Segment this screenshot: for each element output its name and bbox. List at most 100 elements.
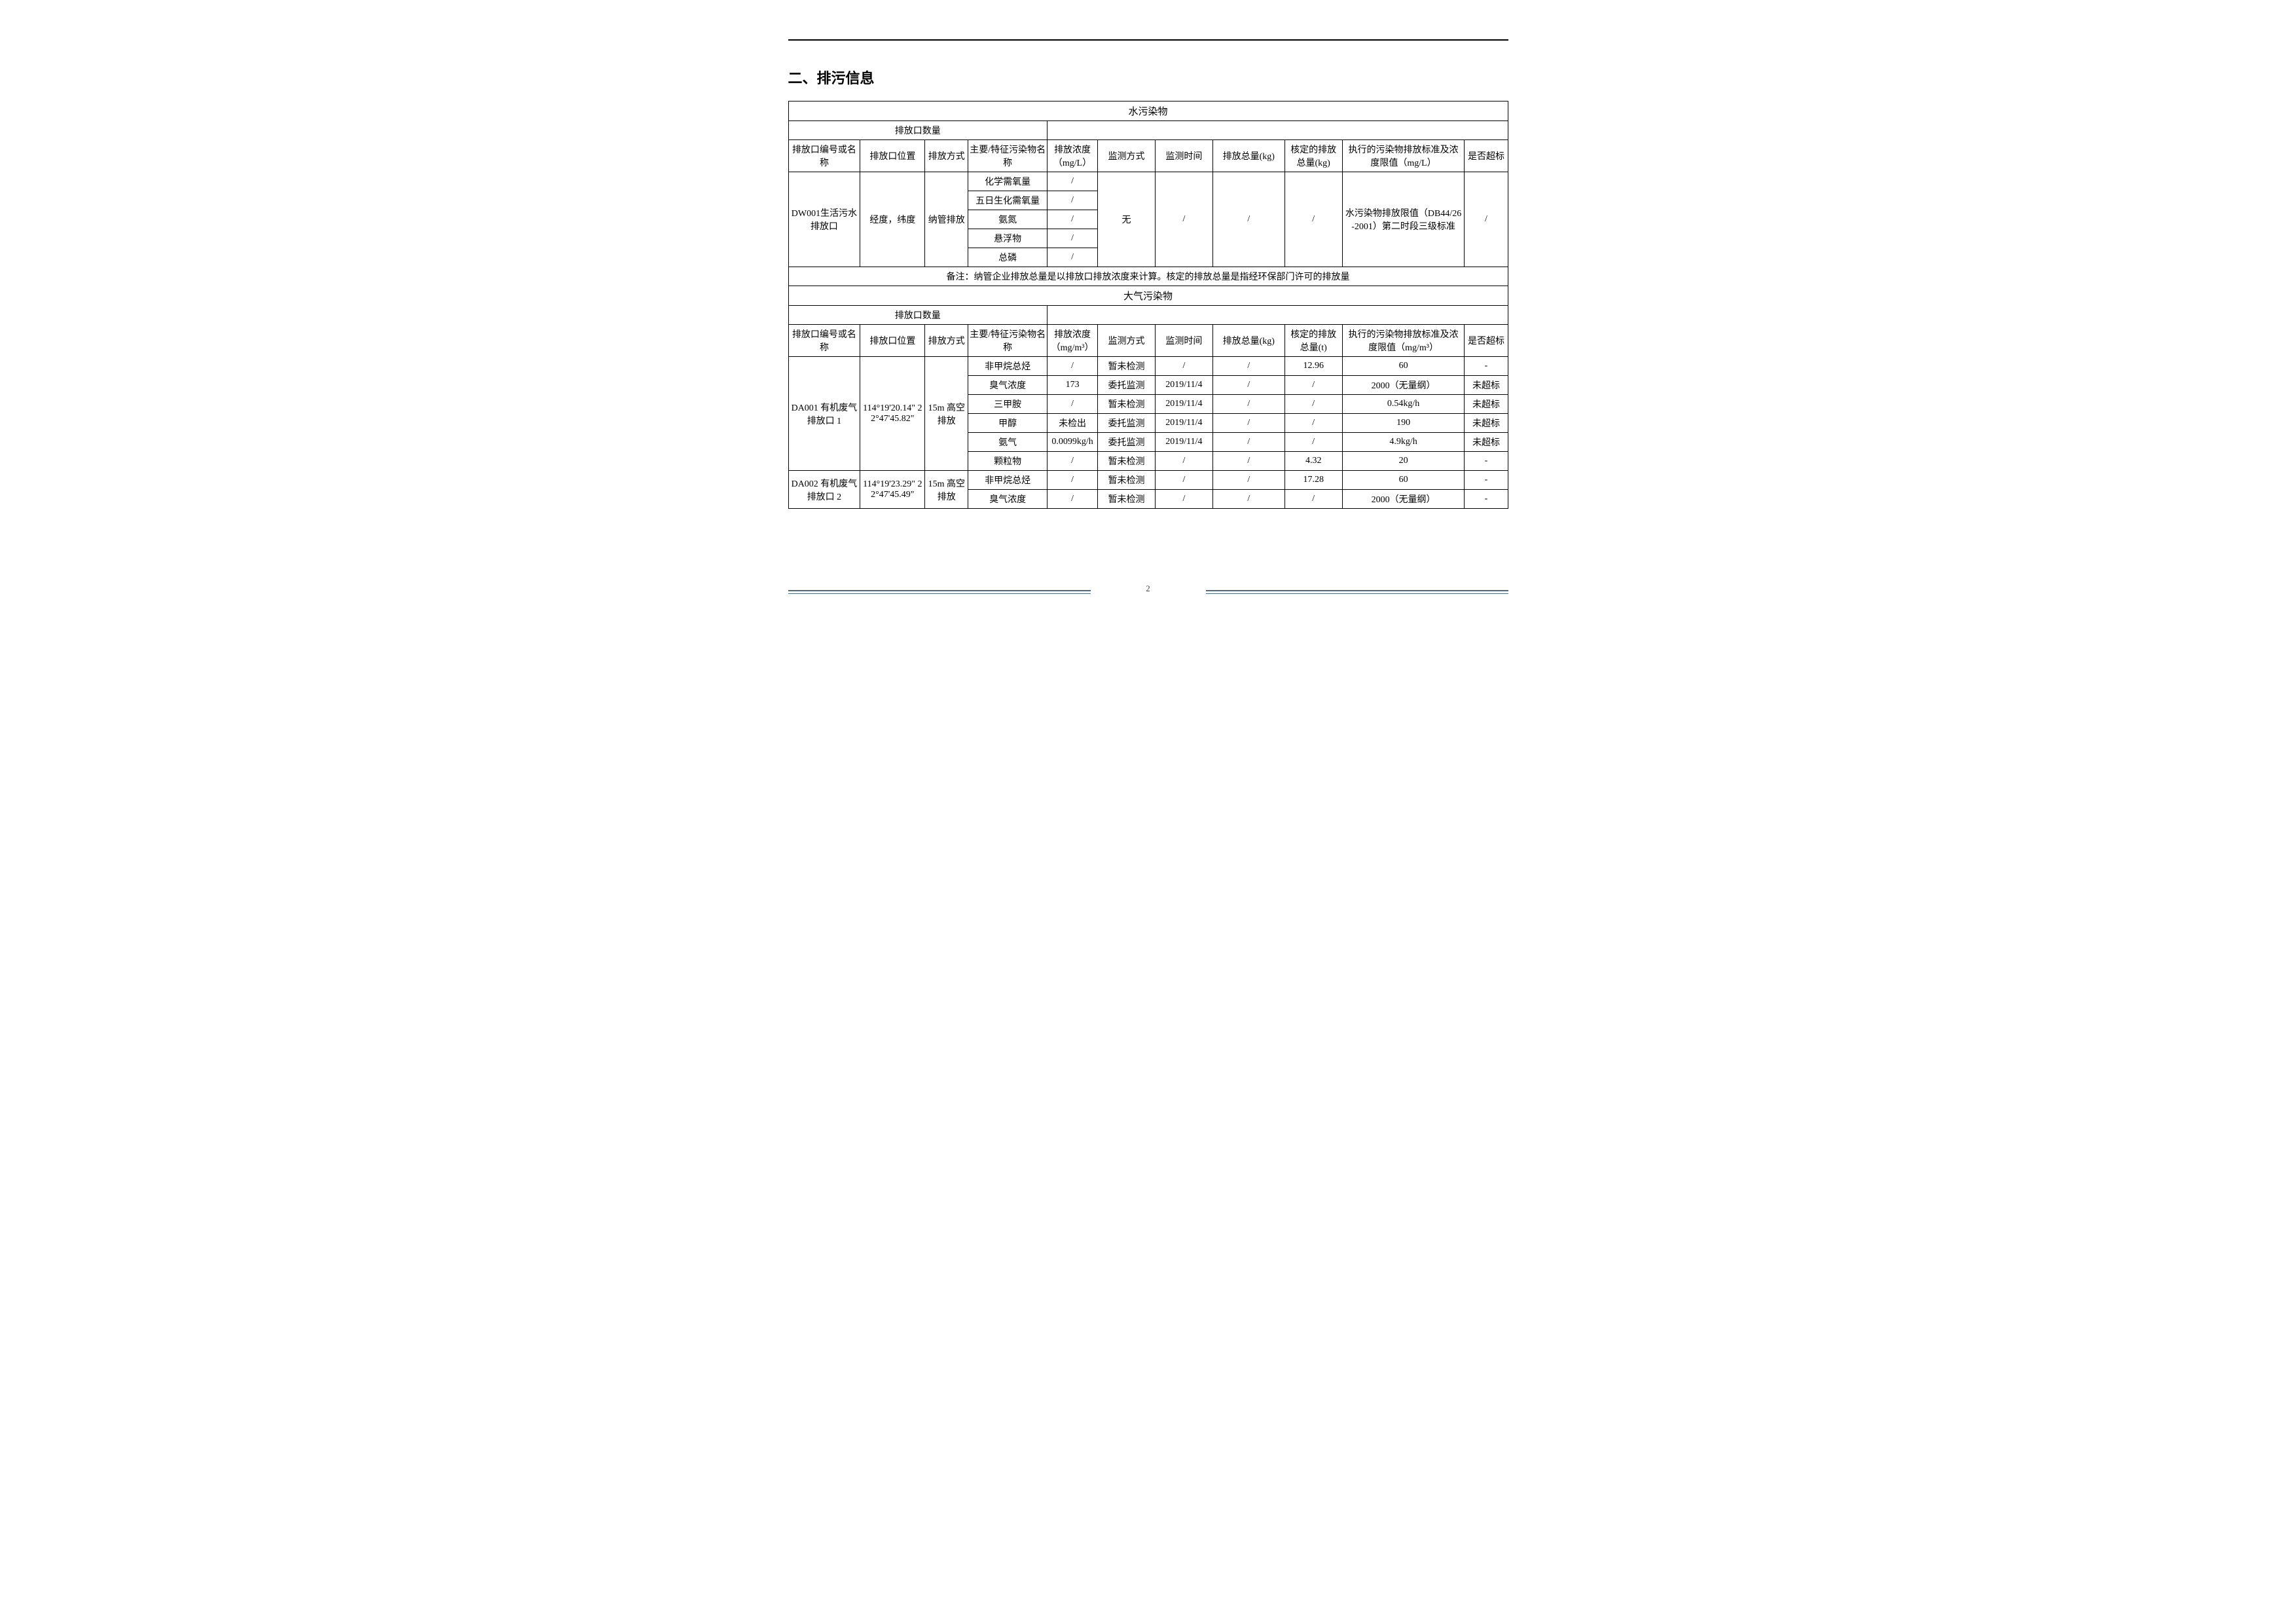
water-row: DW001生活污水排放口 经度，纬度 纳管排放 化学需氧量 / 无 / / / … [788,172,1508,191]
hdr-standard: 执行的污染物排放标准及浓度限值（mg/L） [1342,140,1465,172]
water-conc: / [1048,191,1098,210]
air-conc: / [1048,452,1098,471]
water-title: 水污染物 [788,101,1508,121]
footer-left-rule [788,590,1091,594]
air-outlet-name: DA001 有机废气排放口 1 [788,357,860,471]
air-approved: 12.96 [1285,357,1342,376]
air-ex: - [1465,357,1508,376]
water-conc: / [1048,229,1098,248]
water-poll: 总磷 [968,248,1048,267]
air-total: / [1212,357,1285,376]
hdr-pollutant: 主要/特征污染物名称 [968,140,1048,172]
water-conc: / [1048,172,1098,191]
page-number: 2 [1146,583,1150,594]
air-conc: / [1048,357,1098,376]
air-approved: / [1285,490,1342,509]
hdr-location: 排放口位置 [860,140,925,172]
air-poll: 非甲烷总烃 [968,357,1048,376]
air-std: 20 [1342,452,1465,471]
air-poll: 甲醇 [968,414,1048,433]
air-conc: 173 [1048,376,1098,395]
air-total: / [1212,414,1285,433]
air-std: 0.54kg/h [1342,395,1465,414]
air-ex: - [1465,452,1508,471]
air-mt: / [1155,471,1212,490]
water-count-value [1048,121,1508,140]
air-mm: 暂未检测 [1098,357,1156,376]
air-mm: 暂未检测 [1098,490,1156,509]
water-poll: 五日生化需氧量 [968,191,1048,210]
hdr-mt: 监测时间 [1155,140,1212,172]
air-poll: 臭气浓度 [968,376,1048,395]
hdr-outlet: 排放口编号或名称 [788,140,860,172]
water-conc: / [1048,248,1098,267]
air-ex: 未超标 [1465,414,1508,433]
water-poll: 氨氮 [968,210,1048,229]
air-mm: 委托监测 [1098,433,1156,452]
hdr-method: 排放方式 [925,325,968,357]
water-mt: / [1155,172,1212,267]
air-poll: 颗粒物 [968,452,1048,471]
air-mm: 暂未检测 [1098,452,1156,471]
air-outlet-method: 15m 高空排放 [925,471,968,509]
air-title-row: 大气污染物 [788,286,1508,306]
water-note: 备注：纳管企业排放总量是以排放口排放浓度来计算。核定的排放总量是指经环保部门许可… [788,267,1508,286]
hdr-mt: 监测时间 [1155,325,1212,357]
water-standard: 水污染物排放限值（DB44/26-2001）第二时段三级标准 [1342,172,1465,267]
air-mt: 2019/11/4 [1155,414,1212,433]
air-poll: 氨气 [968,433,1048,452]
air-title: 大气污染物 [788,286,1508,306]
water-poll: 化学需氧量 [968,172,1048,191]
air-std: 2000（无量纲） [1342,376,1465,395]
air-row: DA002 有机废气排放口 2 114°19'23.29" 22°47'45.4… [788,471,1508,490]
air-total: / [1212,433,1285,452]
air-approved: / [1285,433,1342,452]
air-total: / [1212,395,1285,414]
air-poll: 三甲胺 [968,395,1048,414]
air-header-row: 排放口编号或名称 排放口位置 排放方式 主要/特征污染物名称 排放浓度（mg/m… [788,325,1508,357]
air-std: 60 [1342,357,1465,376]
water-outlet-loc: 经度，纬度 [860,172,925,267]
water-mm: 无 [1098,172,1156,267]
water-count-row: 排放口数量 [788,121,1508,140]
water-poll: 悬浮物 [968,229,1048,248]
air-approved: / [1285,376,1342,395]
water-count-label: 排放口数量 [788,121,1048,140]
air-total: / [1212,452,1285,471]
air-outlet-loc: 114°19'23.29" 22°47'45.49" [860,471,925,509]
air-mm: 委托监测 [1098,414,1156,433]
water-note-row: 备注：纳管企业排放总量是以排放口排放浓度来计算。核定的排放总量是指经环保部门许可… [788,267,1508,286]
air-mm: 暂未检测 [1098,471,1156,490]
air-ex: - [1465,490,1508,509]
hdr-pollutant: 主要/特征污染物名称 [968,325,1048,357]
hdr-total: 排放总量(kg) [1212,140,1285,172]
hdr-exceed: 是否超标 [1465,325,1508,357]
hdr-outlet: 排放口编号或名称 [788,325,860,357]
air-total: / [1212,471,1285,490]
water-header-row: 排放口编号或名称 排放口位置 排放方式 主要/特征污染物名称 排放浓度（mg/L… [788,140,1508,172]
air-std: 60 [1342,471,1465,490]
air-ex: 未超标 [1465,395,1508,414]
page-container: 二、排污信息 水污染物 排放口数量 排放口编号或名称 排放口位置 排放方式 主要… [788,39,1508,607]
air-count-label: 排放口数量 [788,306,1048,325]
air-approved: 4.32 [1285,452,1342,471]
air-std: 4.9kg/h [1342,433,1465,452]
air-poll: 非甲烷总烃 [968,471,1048,490]
air-std: 2000（无量纲） [1342,490,1465,509]
air-outlet-name: DA002 有机废气排放口 2 [788,471,860,509]
page-footer: 2 [788,587,1508,607]
air-approved: 17.28 [1285,471,1342,490]
hdr-standard: 执行的污染物排放标准及浓度限值（mg/m³） [1342,325,1465,357]
air-std: 190 [1342,414,1465,433]
water-exceed: / [1465,172,1508,267]
water-outlet-method: 纳管排放 [925,172,968,267]
air-mm: 暂未检测 [1098,395,1156,414]
air-mt: / [1155,357,1212,376]
pollution-table: 水污染物 排放口数量 排放口编号或名称 排放口位置 排放方式 主要/特征污染物名… [788,101,1508,509]
air-mt: / [1155,490,1212,509]
water-total: / [1212,172,1285,267]
hdr-mm: 监测方式 [1098,325,1156,357]
hdr-conc: 排放浓度（mg/L） [1048,140,1098,172]
air-approved: / [1285,414,1342,433]
air-conc: 0.0099kg/h [1048,433,1098,452]
